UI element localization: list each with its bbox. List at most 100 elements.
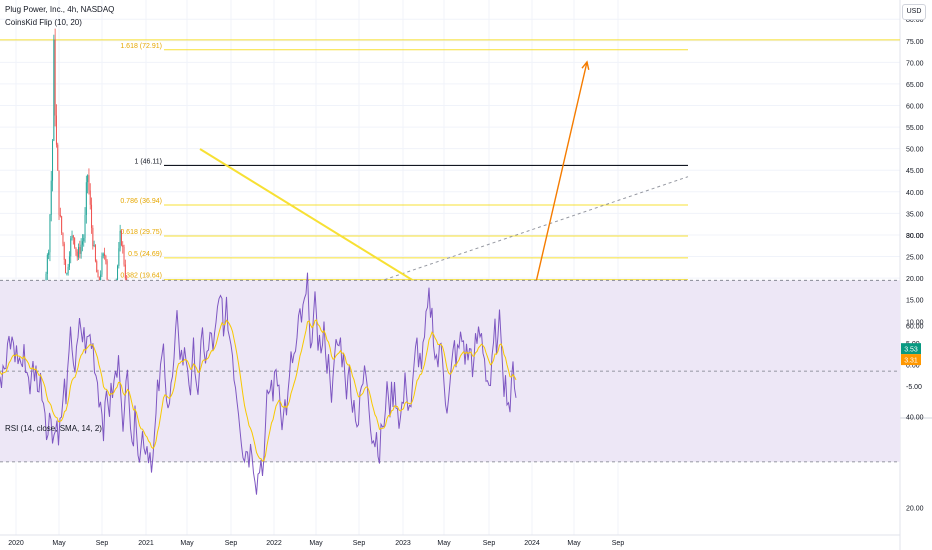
price-candle [62, 232, 64, 244]
price-candle [76, 251, 78, 258]
price-candle [57, 144, 59, 171]
price-candle [78, 247, 80, 258]
rsi-axis-label: 80.00 [906, 233, 924, 240]
time-axis-label: May [437, 540, 451, 547]
price-candle [61, 216, 63, 233]
price-candle [70, 238, 72, 257]
time-axis-label: Sep [96, 540, 109, 547]
last-price-label: 3.53 [904, 347, 918, 354]
rsi-axis: 80.00 60.00 40.00 20.00 [906, 233, 924, 512]
time-axis-label: 2022 [266, 540, 282, 547]
price-axis-label: 80.00 [906, 17, 924, 24]
time-axis-label: May [567, 540, 581, 547]
price-candle [117, 265, 119, 280]
price-axis-label: 75.00 [906, 39, 924, 46]
price-candle [71, 235, 73, 239]
price-candle [67, 266, 69, 274]
price-axis-label: 25.00 [906, 255, 924, 262]
price-candle [65, 259, 67, 274]
price-candle [87, 175, 89, 183]
price-candle [83, 238, 85, 242]
indicator-title: CoinsKid Flip (10, 20) [5, 18, 82, 27]
price-candle [118, 248, 120, 266]
price-candle [58, 170, 60, 215]
price-candle [105, 255, 107, 262]
price-candle [123, 246, 125, 265]
rsi-axis-label: 60.00 [906, 324, 924, 331]
time-axis-label: May [180, 540, 194, 547]
price-candle [52, 140, 54, 181]
price-axis-label: 15.00 [906, 298, 924, 305]
symbol-title: Plug Power, Inc., 4h, NASDAQ [5, 5, 115, 14]
price-candle [122, 245, 124, 247]
time-axis-label: 2024 [524, 540, 540, 547]
fib-level-label: 0.786 (36.94) [120, 198, 162, 205]
pre-market-price-tag [901, 354, 921, 366]
price-candle [53, 39, 55, 141]
time-axis-label: May [309, 540, 323, 547]
price-axis: 80.00 75.00 70.00 65.00 60.00 55.00 50.00 45.00… [906, 17, 924, 391]
price-candle [49, 214, 51, 253]
price-candle [106, 261, 108, 280]
fib-level-label: 1 (46.11) [135, 158, 163, 165]
price-candle [55, 115, 57, 145]
price-candle [120, 230, 122, 246]
price-candle [88, 175, 90, 191]
price-candle [119, 230, 121, 249]
price-candle [101, 256, 103, 275]
time-axis-label: 2021 [138, 540, 154, 547]
price-candle [63, 243, 65, 260]
price-axis-label: 70.00 [906, 60, 924, 67]
price-candle [72, 235, 74, 238]
rsi-line [0, 272, 517, 495]
last-price-tag [901, 343, 921, 355]
price-candle [89, 190, 91, 205]
price-candle [94, 245, 96, 262]
pre-market-price-label: 3.31 [904, 358, 918, 365]
price-candle [46, 254, 48, 274]
fib-level-label: 0.5 (24.69) [128, 251, 162, 258]
rsi-series [0, 272, 517, 495]
price-axis-label: 40.00 [906, 190, 924, 197]
rsi-ma-line [0, 319, 517, 462]
price-axis-label: 20.00 [906, 276, 924, 283]
price-candle [74, 237, 76, 248]
price-candle [48, 252, 50, 255]
price-candle [98, 277, 100, 283]
price-candle [66, 273, 68, 274]
currency-button[interactable]: USD [902, 4, 926, 20]
rsi-axis-label: 20.00 [906, 505, 924, 512]
time-axis-label: 2020 [8, 540, 24, 547]
time-axis-label: May [52, 540, 66, 547]
price-candle [68, 256, 70, 267]
fib-level-label: 1.618 (72.91) [120, 43, 162, 50]
price-candle [54, 39, 56, 116]
price-axis-label: 45.00 [906, 168, 924, 175]
price-axis-label: 0.00 [906, 362, 920, 369]
arrow-head-icon [581, 60, 590, 70]
price-axis-label: 60.00 [906, 104, 924, 111]
price-candle [102, 253, 104, 257]
price-candle [100, 274, 102, 283]
rsi-title: RSI (14, close, SMA, 14, 2) [5, 424, 102, 433]
price-candle [104, 253, 106, 256]
price-candle [124, 264, 126, 279]
price-axis-label: 50.00 [906, 147, 924, 154]
price-candle [91, 204, 93, 228]
price-candle [96, 261, 98, 273]
price-candle [92, 227, 94, 247]
price-axis-label: 10.00 [906, 319, 924, 326]
price-axis-label: 65.00 [906, 82, 924, 89]
time-axis-label: Sep [612, 540, 625, 547]
price-candle [84, 215, 86, 239]
time-axis: 2020 May Sep 2021 May Sep 2022 May Sep 2023 May Sep… [8, 540, 624, 547]
price-candle [97, 272, 99, 278]
price-axis-label: -5.00 [906, 384, 922, 391]
price-axis-label: 55.00 [906, 125, 924, 132]
price-candle [79, 247, 81, 254]
price-candle [85, 182, 87, 216]
price-candle [81, 241, 83, 245]
price-candle [50, 180, 52, 215]
time-axis-label: 2023 [395, 540, 411, 547]
